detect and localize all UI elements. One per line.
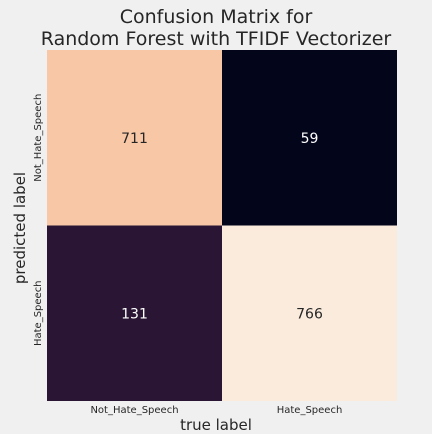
x-tick-label: Hate_Speech: [277, 405, 343, 416]
heatmap-cell-r0-c0: [47, 50, 222, 226]
chart-title-line-2: Random Forest with TFIDF Vectorizer: [40, 28, 392, 50]
cell-value-label-r0-c0: 711: [121, 131, 148, 147]
cell-value-label-r0-c1: 59: [301, 131, 319, 147]
y-tick-label: Hate_Speech: [33, 280, 44, 346]
cell-value-label-r1-c0: 131: [121, 306, 148, 322]
heatmap-cell-r1-c0: [47, 225, 222, 401]
chart-title-line-1: Confusion Matrix for: [119, 6, 313, 28]
x-tick-label: Not_Hate_Speech: [90, 405, 178, 416]
heatmap-cell-r1-c1: [222, 225, 397, 401]
y-tick-label: Not_Hate_Speech: [33, 94, 44, 182]
x-axis-label: true label: [180, 416, 252, 434]
heatmap-cell-r0-c1: [222, 50, 397, 226]
y-axis-label: predicted label: [11, 171, 29, 285]
cell-value-label-r1-c1: 766: [296, 306, 323, 322]
